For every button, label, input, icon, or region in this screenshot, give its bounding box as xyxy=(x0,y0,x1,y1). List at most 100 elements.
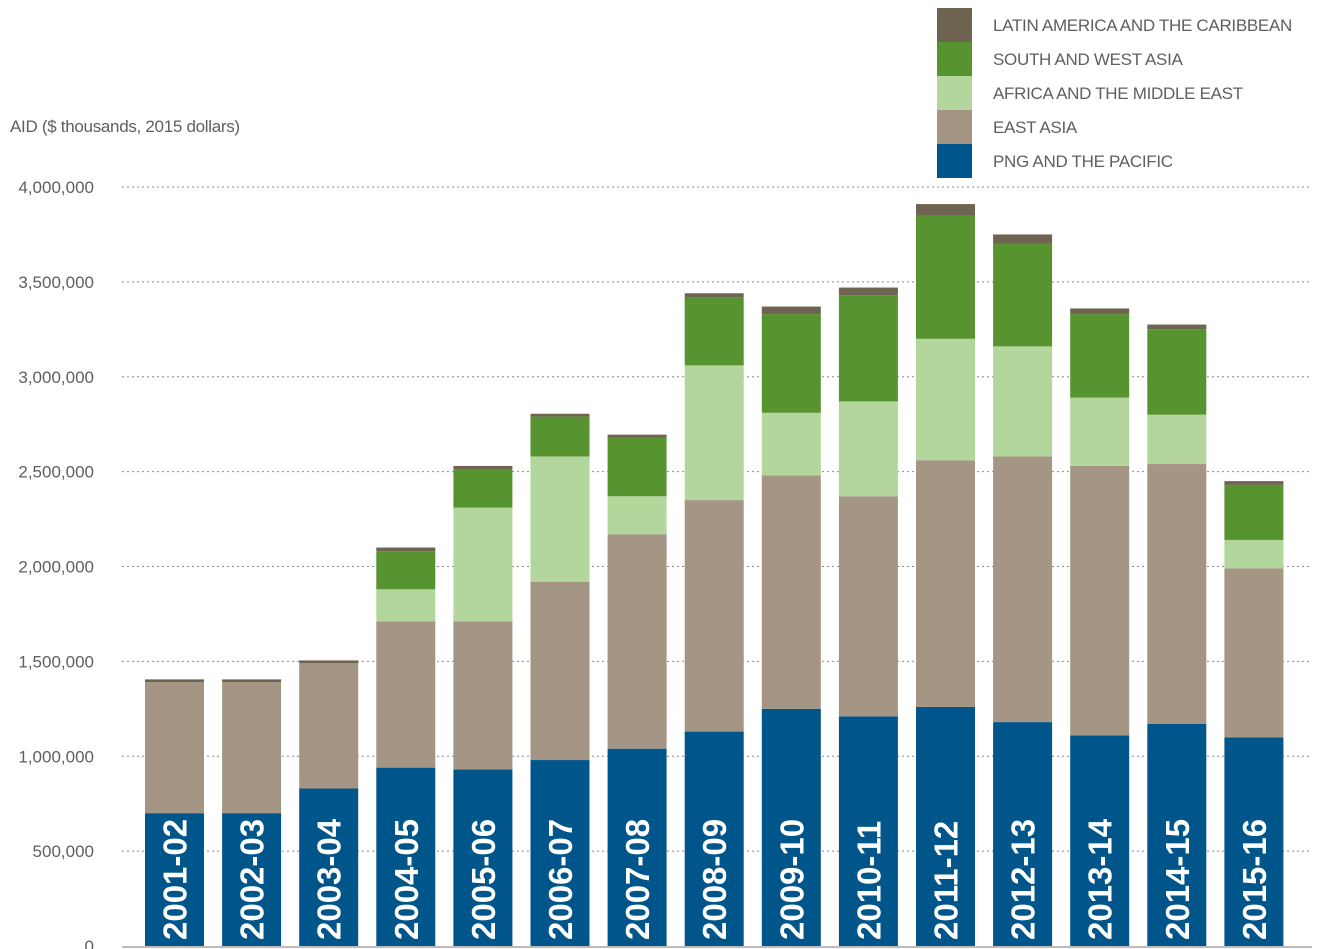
bar-segment xyxy=(222,682,282,814)
bar-segment xyxy=(1224,481,1284,485)
legend-label: LATIN AMERICA AND THE CARIBBEAN xyxy=(993,16,1292,35)
bar-segment xyxy=(530,416,590,457)
category-label: 2001-02 xyxy=(157,819,194,940)
bar-segment xyxy=(916,338,975,461)
category-label: 2012-13 xyxy=(1005,819,1042,940)
bar-segment xyxy=(993,243,1053,347)
bar-segment xyxy=(838,401,898,497)
bar-segment xyxy=(684,293,744,298)
bar-segment xyxy=(761,306,821,315)
legend-item: SOUTH AND WEST ASIA xyxy=(937,42,1327,76)
bar-segment xyxy=(145,682,204,814)
legend-item: PNG AND THE PACIFIC xyxy=(937,144,1327,178)
category-label: 2006-07 xyxy=(542,819,579,940)
bar-segment xyxy=(916,460,975,707)
bar-segment xyxy=(1224,484,1284,540)
y-tick-label: 500,000 xyxy=(33,842,94,861)
bar-segment xyxy=(299,660,359,664)
bar-segment xyxy=(530,581,590,761)
legend-item: EAST ASIA xyxy=(937,110,1327,144)
bar-segment xyxy=(1224,539,1284,569)
bar-segment xyxy=(684,297,744,366)
bar-segment xyxy=(607,496,667,535)
bar-segment xyxy=(1224,568,1284,738)
category-label: 2011-12 xyxy=(928,821,965,940)
bar-segment xyxy=(1147,723,1207,946)
bar-segment xyxy=(1070,308,1130,315)
bar-segment xyxy=(1070,397,1130,466)
legend-label: EAST ASIA xyxy=(993,118,1077,137)
category-label: 2015-16 xyxy=(1236,819,1273,940)
bar-segment xyxy=(838,287,898,296)
bar-segment xyxy=(684,500,744,732)
bar-segment xyxy=(761,708,821,946)
category-label: 2008-09 xyxy=(696,819,733,940)
legend-item: AFRICA AND THE MIDDLE EAST xyxy=(937,76,1327,110)
bar-segment xyxy=(993,234,1053,244)
bar-segment xyxy=(222,813,282,946)
bar-segment xyxy=(376,767,436,946)
legend-label: AFRICA AND THE MIDDLE EAST xyxy=(993,84,1243,103)
bar-segment xyxy=(1070,465,1130,736)
bar-segment xyxy=(530,760,590,946)
bar-segment xyxy=(530,413,590,417)
category-label: 2014-15 xyxy=(1159,819,1196,940)
y-tick-label: 2,500,000 xyxy=(18,463,94,482)
legend-item: LATIN AMERICA AND THE CARIBBEAN xyxy=(937,8,1327,42)
y-tick-label: 0 xyxy=(85,937,94,949)
category-label: 2009-10 xyxy=(773,819,810,940)
bar-segment xyxy=(838,496,898,717)
legend-label: PNG AND THE PACIFIC xyxy=(993,152,1173,171)
bar-segment xyxy=(1070,314,1130,398)
bar-segment xyxy=(684,731,744,946)
bar-segment xyxy=(607,434,667,438)
bar-segment xyxy=(453,465,513,470)
bar-segment xyxy=(916,706,975,946)
legend-swatch xyxy=(937,144,972,178)
legend-swatch xyxy=(937,42,972,76)
bar-segment xyxy=(299,788,359,946)
bar-segment xyxy=(761,475,821,709)
bar-segment xyxy=(1147,414,1207,465)
legend-swatch xyxy=(937,8,972,42)
bar-segment xyxy=(916,215,975,339)
legend-swatch xyxy=(937,76,972,110)
bar-segment xyxy=(376,589,436,622)
bar-segment xyxy=(761,412,821,476)
bar-segment xyxy=(607,748,667,946)
bar-segment xyxy=(761,314,821,413)
category-label: 2005-06 xyxy=(465,819,502,940)
category-label: 2003-04 xyxy=(311,818,348,940)
bar-segment xyxy=(453,507,513,622)
y-tick-label: 3,000,000 xyxy=(18,368,94,387)
bar-segment xyxy=(453,469,513,508)
category-label: 2013-14 xyxy=(1082,818,1119,940)
bar-segment xyxy=(838,295,898,402)
y-axis-label: AID ($ thousands, 2015 dollars) xyxy=(10,117,240,136)
category-label: 2002-03 xyxy=(234,819,271,940)
bar-segment xyxy=(684,365,744,501)
legend-swatch xyxy=(937,110,972,144)
bar-segment xyxy=(299,663,359,789)
bar-segment xyxy=(1224,737,1284,946)
bar-segment xyxy=(607,534,667,749)
y-tick-label: 1,500,000 xyxy=(18,652,94,671)
bar-segment xyxy=(145,813,204,946)
bar-segment xyxy=(376,551,436,590)
bar-segment xyxy=(838,716,898,946)
bar-segment xyxy=(376,547,436,552)
y-tick-label: 1,000,000 xyxy=(18,747,94,766)
bar-segment xyxy=(1147,464,1207,724)
bar-segment xyxy=(1070,735,1130,946)
category-label: 2010-11 xyxy=(850,821,887,940)
bar-segment xyxy=(376,621,436,768)
bar-segment xyxy=(607,437,667,497)
category-label: 2004-05 xyxy=(388,819,425,940)
legend-label: SOUTH AND WEST ASIA xyxy=(993,50,1183,69)
bar-segment xyxy=(222,679,282,683)
bar-segment xyxy=(1147,329,1207,415)
y-tick-label: 2,000,000 xyxy=(18,558,94,577)
bar-segment xyxy=(993,722,1053,946)
bar-segment xyxy=(530,456,590,582)
